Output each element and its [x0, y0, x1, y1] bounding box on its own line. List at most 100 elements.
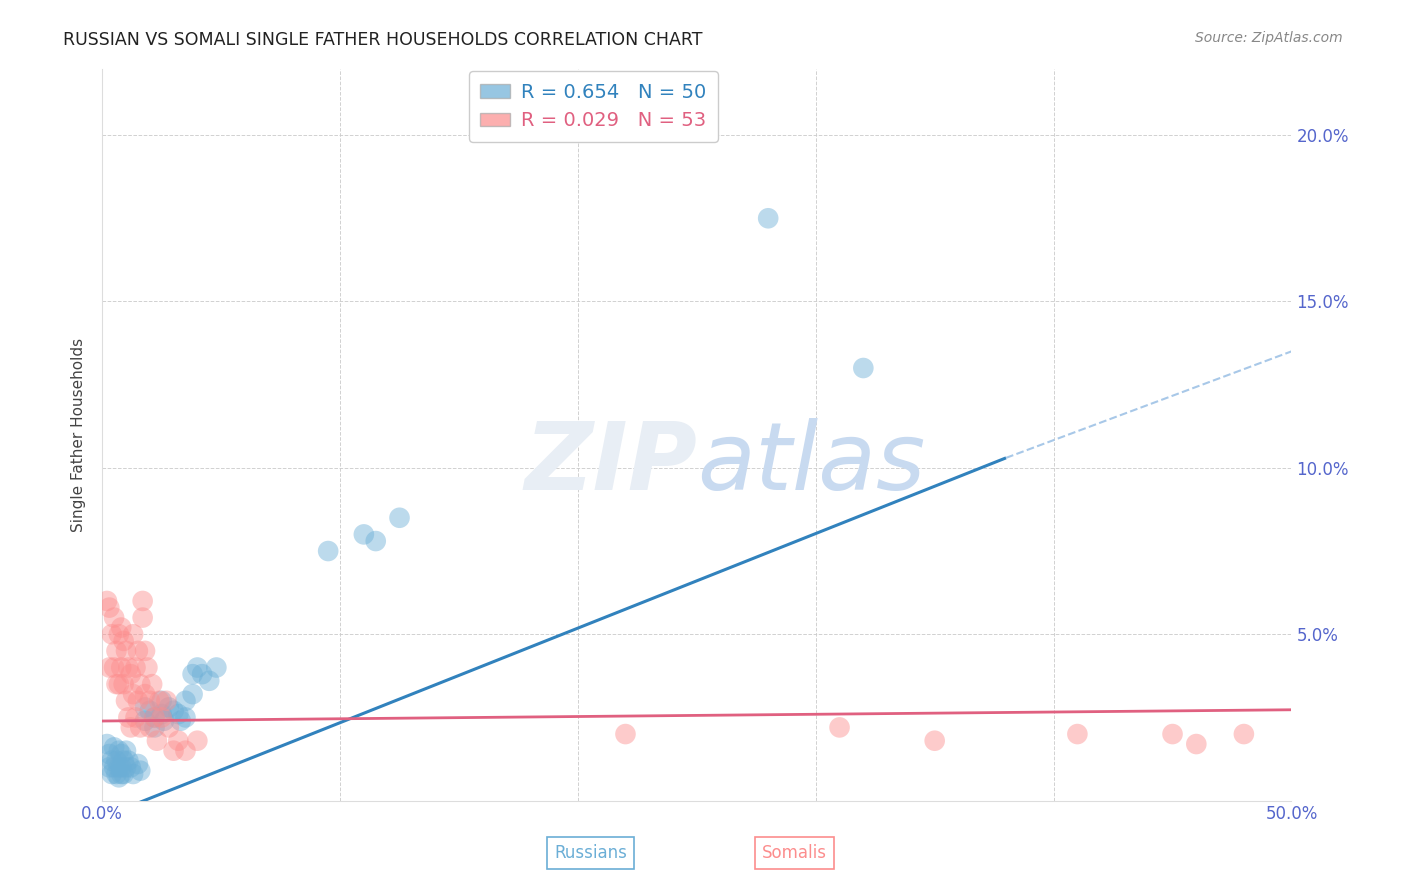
- Point: [115, 744, 138, 758]
- Point: [100, 767, 122, 781]
- Point: [353, 527, 375, 541]
- Point: [112, 633, 135, 648]
- Point: [129, 720, 152, 734]
- Text: atlas: atlas: [697, 418, 925, 509]
- Point: [129, 677, 152, 691]
- Point: [131, 610, 153, 624]
- Point: [1185, 737, 1208, 751]
- Point: [122, 767, 145, 781]
- Point: [167, 733, 190, 747]
- Point: [122, 687, 145, 701]
- Point: [198, 673, 221, 688]
- Point: [139, 694, 162, 708]
- Point: [364, 534, 387, 549]
- Point: [316, 544, 339, 558]
- Point: [122, 627, 145, 641]
- Point: [614, 727, 637, 741]
- Point: [157, 720, 180, 734]
- Text: Source: ZipAtlas.com: Source: ZipAtlas.com: [1195, 31, 1343, 45]
- Point: [127, 757, 149, 772]
- Point: [103, 610, 125, 624]
- Legend: R = 0.654   N = 50, R = 0.029   N = 53: R = 0.654 N = 50, R = 0.029 N = 53: [468, 71, 718, 142]
- Point: [157, 700, 180, 714]
- Point: [98, 660, 121, 674]
- Point: [124, 660, 146, 674]
- Point: [146, 733, 169, 747]
- Point: [756, 211, 779, 226]
- Point: [136, 660, 159, 674]
- Text: ZIP: ZIP: [524, 417, 697, 510]
- Point: [120, 667, 142, 681]
- Point: [170, 714, 193, 728]
- Point: [108, 677, 131, 691]
- Point: [134, 644, 156, 658]
- Point: [117, 754, 139, 768]
- Point: [174, 710, 197, 724]
- Point: [108, 770, 131, 784]
- Point: [1233, 727, 1256, 741]
- Point: [143, 720, 166, 734]
- Point: [139, 704, 162, 718]
- Point: [174, 694, 197, 708]
- Text: Somalis: Somalis: [762, 844, 827, 862]
- Point: [1161, 727, 1184, 741]
- Point: [143, 710, 166, 724]
- Point: [105, 754, 128, 768]
- Point: [167, 707, 190, 722]
- Point: [141, 677, 163, 691]
- Point: [108, 760, 131, 774]
- Point: [100, 754, 122, 768]
- Point: [120, 720, 142, 734]
- Text: RUSSIAN VS SOMALI SINGLE FATHER HOUSEHOLDS CORRELATION CHART: RUSSIAN VS SOMALI SINGLE FATHER HOUSEHOL…: [63, 31, 703, 49]
- Point: [148, 694, 170, 708]
- Point: [98, 760, 121, 774]
- Point: [105, 677, 128, 691]
- Point: [134, 700, 156, 714]
- Point: [828, 720, 851, 734]
- Point: [1066, 727, 1088, 741]
- Point: [134, 687, 156, 701]
- Point: [103, 660, 125, 674]
- Point: [150, 694, 173, 708]
- Point: [124, 710, 146, 724]
- Point: [98, 747, 121, 761]
- Point: [110, 767, 132, 781]
- Point: [96, 737, 118, 751]
- Point: [181, 667, 204, 681]
- Point: [131, 594, 153, 608]
- Point: [110, 747, 132, 761]
- Point: [100, 627, 122, 641]
- Point: [120, 760, 142, 774]
- Point: [924, 733, 946, 747]
- Y-axis label: Single Father Households: Single Father Households: [72, 337, 86, 532]
- Point: [139, 720, 162, 734]
- Point: [110, 660, 132, 674]
- Point: [134, 714, 156, 728]
- Point: [155, 694, 177, 708]
- Point: [162, 744, 184, 758]
- Point: [162, 704, 184, 718]
- Point: [108, 627, 131, 641]
- Point: [98, 600, 121, 615]
- Point: [96, 594, 118, 608]
- Point: [191, 667, 214, 681]
- Point: [153, 714, 176, 728]
- Point: [117, 660, 139, 674]
- Point: [117, 710, 139, 724]
- Point: [143, 710, 166, 724]
- Point: [112, 677, 135, 691]
- Point: [103, 740, 125, 755]
- Point: [388, 510, 411, 524]
- Point: [186, 660, 208, 674]
- Point: [110, 621, 132, 635]
- Point: [105, 644, 128, 658]
- Point: [112, 767, 135, 781]
- Point: [127, 694, 149, 708]
- Point: [103, 760, 125, 774]
- Point: [150, 710, 173, 724]
- Point: [115, 644, 138, 658]
- Point: [108, 744, 131, 758]
- Point: [115, 694, 138, 708]
- Point: [852, 361, 875, 376]
- Point: [110, 760, 132, 774]
